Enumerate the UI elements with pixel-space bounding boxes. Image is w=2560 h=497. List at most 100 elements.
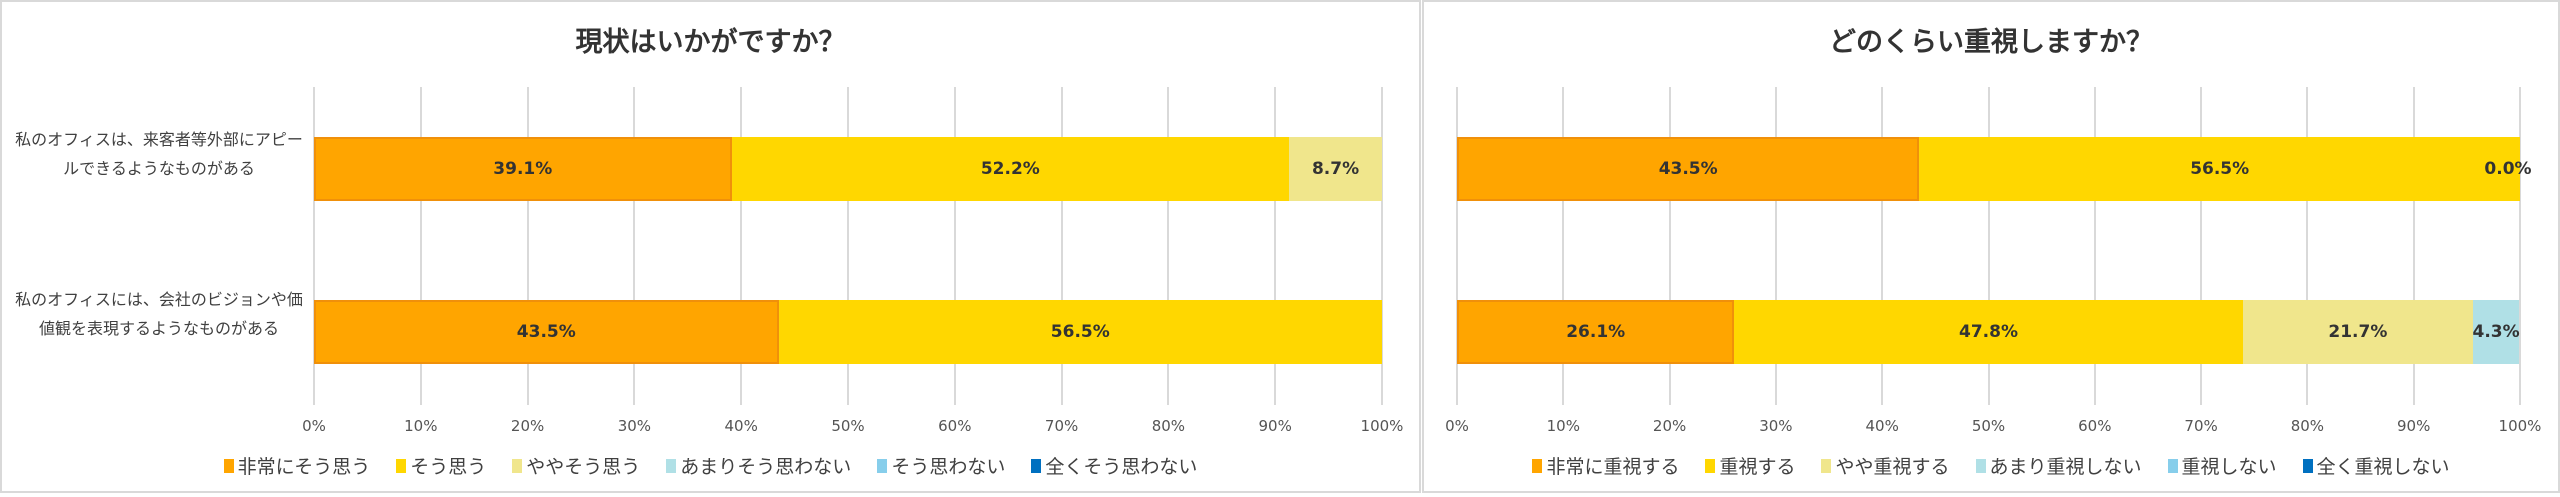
bar-segment [1289,137,1382,201]
legend-label: 重視する [1719,456,1796,478]
gridline [847,87,849,405]
gridline [1381,87,1383,405]
legend: 非常に重視する 重視する やや重視する あまり重視しない 重視しない 全く重視しない [1424,452,2558,479]
chart-panel-importance: どのくらい重視しますか？ 0% 10% 20% 30% 40% 50% 60% 70% 80% 9… [1422,0,2560,493]
legend-label: 重視しない [2181,456,2277,478]
legend-item: そう思わない [877,452,1005,479]
data-label: 8.7% [1311,159,1360,179]
legend-swatch [2302,458,2313,473]
legend-label: そう思う [410,456,487,478]
bar-segment [731,137,1290,201]
legend-swatch [396,458,407,473]
data-label: 52.2% [980,159,1040,179]
x-tick-label: 50% [831,417,865,435]
legend-item: 全く重視しない [2302,452,2450,479]
x-tick-label: 0% [302,417,326,435]
legend-swatch [2167,458,2178,473]
x-tick-label: 70% [1044,417,1079,435]
legend-item: あまりそう思わない [666,452,851,479]
bar-segment [2473,300,2519,364]
x-tick-label: 50% [1971,417,2006,435]
legend-item: あまり重視しない [1975,452,2142,479]
legend-item: ややそう思う [512,452,640,479]
x-tick-label: 60% [938,417,972,435]
legend-label: あまりそう思わない [680,456,852,478]
data-label: 56.5% [1050,322,1110,342]
x-tick-label: 90% [2397,417,2431,435]
gridline [953,87,956,405]
category-label: 私のオフィスには、会社のビジョンや価値観を表現するようなものがある [15,290,303,338]
plot-area: 0% 10% 20% 30% 40% 50% 60% 70% 80% 90% 100% 39.1% 52… [302,87,1403,435]
x-tick-label: 30% [617,417,652,435]
gridline [2412,87,2415,405]
gridline [1456,87,1458,405]
x-tick-label: 80% [1151,417,1186,435]
gridline [1774,87,1777,405]
legend-label: 全く重視しない [2316,456,2450,478]
chart-title: 現状はいかがですか？ [575,27,846,58]
data-label: 56.5% [2190,159,2250,179]
data-label: 26.1% [1566,322,1626,342]
gridline [2093,87,2096,405]
data-label: 43.5% [516,322,576,342]
chart-panel-current: 現状はいかがですか？ 私のオフィスは、来客者等外部にアピールできるようなものがあ… [0,0,1421,493]
legend-label: 非常にそう思う [237,456,371,478]
gridline [419,87,422,405]
legend-item: 非常にそう思う [223,452,371,479]
gridline [1060,87,1063,405]
bar-segment [778,300,1382,364]
bar-segment [2242,300,2474,364]
x-tick-label: 100% [1360,417,1404,435]
gridline [1562,87,1565,405]
x-tick-label: 10% [1546,417,1580,435]
legend-item: そう思う [396,452,486,479]
x-tick-label: 100% [2498,417,2542,435]
bar-segment [1457,137,1920,201]
x-tick-label: 40% [724,417,758,435]
legend-item: 非常に重視する [1532,452,1679,479]
category-label: 私のオフィスは、来客者等外部にアピールできるようなものがある [15,130,303,178]
legend-label: 非常に重視する [1546,456,1680,478]
gridline [2306,87,2309,405]
x-tick-label: 30% [1759,417,1793,435]
legend-swatch [223,458,234,473]
data-label: 21.7% [2328,322,2388,342]
bar-segment [1457,300,1735,364]
legend-item: やや重視する [1821,452,1950,479]
data-label: 0.0% [2484,159,2532,179]
legend-item: 全くそう思わない [1031,452,1197,479]
gridline [1987,87,1990,405]
x-tick-label: 20% [1652,417,1687,435]
x-tick-label: 40% [1865,417,1899,435]
legend: 非常にそう思う そう思う ややそう思う あまりそう思わない そう思わない 全くそう思わない [2,452,1419,479]
gridline [740,87,743,405]
x-tick-label: 20% [510,417,545,435]
legend-swatch [1532,458,1543,473]
legend-label: そう思わない [891,456,1006,478]
bar-segment [1734,300,2243,364]
data-label: 4.3% [2472,322,2520,342]
gridline [1274,87,1277,405]
x-tick-label: 60% [2078,417,2112,435]
legend-label: 全くそう思わない [1045,456,1198,478]
data-label: 39.1% [493,159,553,179]
gridline [633,87,636,405]
x-tick-label: 10% [404,417,438,435]
legend-swatch [1705,458,1716,473]
legend-swatch [1975,458,1986,473]
legend-swatch [512,458,523,473]
x-tick-label: 90% [1258,417,1292,435]
legend-item: 重視する [1705,452,1795,479]
gridline [526,87,529,405]
gridline [2519,87,2521,405]
x-tick-label: 70% [2184,417,2218,435]
x-tick-label: 80% [2290,417,2325,435]
legend-swatch [1031,458,1042,473]
legend-item: 重視しない [2167,452,2277,479]
data-label: 43.5% [1658,159,1718,179]
bar-segment [1919,137,2520,201]
gridline [1668,87,1671,405]
plot-area: 0% 10% 20% 30% 40% 50% 60% 70% 80% 90% 100% 43.5% 56… [1445,87,2541,435]
legend-label: ややそう思う [526,456,641,478]
bar-segment [314,300,779,364]
